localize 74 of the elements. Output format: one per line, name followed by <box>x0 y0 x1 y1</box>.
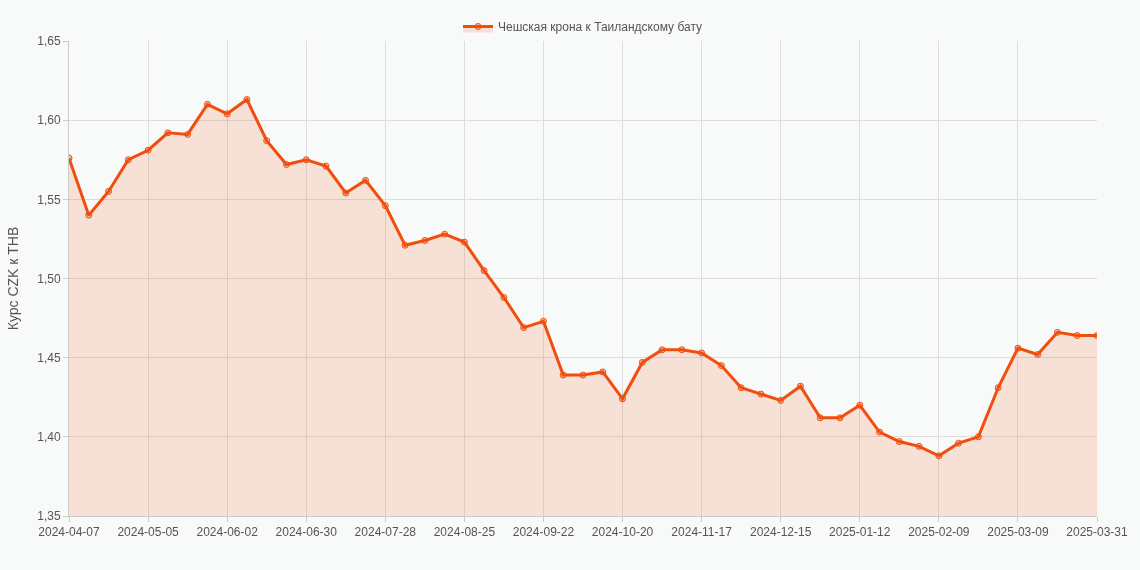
x-tick-label: 2024-12-15 <box>749 525 812 540</box>
point <box>223 110 231 118</box>
point <box>777 396 785 404</box>
point <box>460 238 468 246</box>
point <box>1034 351 1042 358</box>
point <box>421 237 429 244</box>
point <box>282 161 290 168</box>
point <box>678 346 686 354</box>
point <box>935 452 943 460</box>
x-tick-label: 2024-06-30 <box>275 525 338 540</box>
x-tick-label: 2024-08-25 <box>433 525 496 540</box>
point <box>342 189 350 197</box>
x-tick-label: 2024-05-05 <box>117 525 180 540</box>
y-axis-title: Курс CZK к THB <box>4 226 21 331</box>
point <box>322 162 330 170</box>
point <box>302 156 310 164</box>
point <box>1053 328 1061 336</box>
point <box>1073 332 1081 339</box>
point <box>599 368 607 376</box>
point <box>638 358 646 366</box>
point <box>856 401 864 409</box>
x-tick-label: 2024-06-02 <box>196 525 259 540</box>
y-tick-label: 1,40 <box>37 430 61 445</box>
x-tick-label: 2024-04-07 <box>38 525 101 540</box>
point <box>184 130 192 138</box>
y-tick-label: 1,50 <box>37 271 61 286</box>
point <box>500 294 508 301</box>
point <box>124 156 132 164</box>
point <box>362 176 370 184</box>
point <box>994 384 1002 392</box>
y-tick-label: 1,45 <box>37 350 61 365</box>
point <box>816 414 824 422</box>
x-tick-label: 2024-11-17 <box>671 525 733 540</box>
point <box>895 438 903 446</box>
x-tick-label: 2024-07-28 <box>354 525 417 540</box>
point <box>105 187 113 195</box>
y-tick-label: 1,65 <box>37 34 61 49</box>
point <box>955 439 963 447</box>
point <box>579 371 587 379</box>
point <box>539 317 547 325</box>
point <box>164 129 172 137</box>
point <box>757 390 765 398</box>
point <box>698 349 706 357</box>
point <box>401 241 409 249</box>
point <box>796 382 804 390</box>
point <box>619 395 627 403</box>
point <box>441 230 449 238</box>
point <box>915 442 923 450</box>
point <box>658 346 666 354</box>
point <box>85 211 93 219</box>
y-tick-label: 1,55 <box>37 192 61 207</box>
point <box>974 433 982 441</box>
point <box>243 96 251 104</box>
point <box>381 202 389 210</box>
point <box>520 324 528 332</box>
x-tick-label: 2024-10-20 <box>591 525 654 540</box>
legend-label: Чешская крона к Таиландскому бату <box>498 20 703 35</box>
point <box>480 267 488 275</box>
x-tick-label: 2025-02-09 <box>908 525 970 540</box>
point <box>717 362 725 370</box>
point <box>203 100 211 108</box>
point <box>737 384 745 392</box>
point <box>144 146 152 154</box>
point <box>263 137 271 145</box>
point <box>836 414 844 422</box>
x-tick-label: 2024-09-22 <box>512 525 575 540</box>
x-tick-label: 2025-03-09 <box>987 525 1049 540</box>
point <box>559 371 567 379</box>
x-tick-label: 2025-03-31 <box>1066 525 1129 540</box>
x-tick-label: 2025-01-12 <box>829 525 891 540</box>
point <box>876 428 884 436</box>
point <box>1014 344 1022 352</box>
y-tick-label: 1,35 <box>37 509 61 524</box>
y-tick-label: 1,60 <box>37 113 61 128</box>
